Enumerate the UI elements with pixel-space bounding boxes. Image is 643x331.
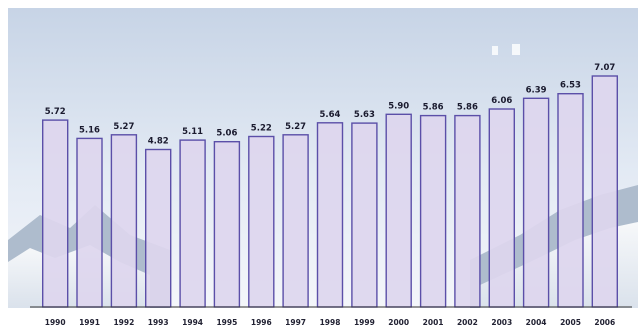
bar-2005 [557,92,584,308]
bar-1998 [316,122,344,308]
bar-1996 [248,135,275,308]
x-tick-label-2004: 2004 [526,318,547,327]
value-label-2000: 5.90 [388,101,409,111]
value-labels: 5.72 5.16 5.27 4.82 5.11 5.06 5.22 5.27 5.64 5.63… [45,63,616,147]
value-label-2006: 7.07 [594,63,615,73]
value-label-1992: 5.27 [113,122,134,132]
value-label-2004: 6.39 [526,85,547,95]
bar-1991 [76,137,103,308]
sky-mark [492,46,498,55]
bars [42,75,618,308]
value-label-1993: 4.82 [148,137,169,147]
value-label-1998: 5.64 [320,110,341,120]
bar-1997 [282,134,309,308]
x-tick-label-2002: 2002 [457,318,478,327]
bar-2002 [454,114,481,308]
value-label-2002: 5.86 [457,103,478,113]
bar-2000 [385,113,412,308]
x-tick-label-1994: 1994 [182,318,203,327]
x-tick-label-1999: 1999 [354,318,375,327]
x-tick-label-1995: 1995 [216,318,237,327]
x-tick-labels: 1990 1991 1992 1993 1994 1995 1996 1997 1998 1999… [45,318,615,327]
bar-2003 [488,108,515,308]
sky-mark [512,44,520,55]
bar-1995 [213,140,241,308]
bar-1994 [179,139,206,308]
bar-1990 [42,119,69,308]
bar-1999 [351,122,378,308]
x-tick-label-2006: 2006 [594,318,615,327]
value-label-2003: 6.06 [491,96,512,106]
value-label-1994: 5.11 [182,127,203,137]
bar-2001 [419,114,447,308]
x-tick-label-1997: 1997 [285,318,306,327]
x-tick-label-2005: 2005 [560,318,581,327]
value-label-1990: 5.72 [45,107,66,117]
bar-1992 [110,134,138,308]
x-tick-label-1998: 1998 [320,318,341,327]
value-label-1995: 5.06 [216,129,237,139]
value-label-1997: 5.27 [285,122,306,132]
bar-2004 [522,97,550,308]
x-tick-label-1990: 1990 [45,318,66,327]
value-label-1991: 5.16 [79,125,100,135]
x-tick-label-1993: 1993 [148,318,169,327]
bar-1993 [144,148,172,308]
x-tick-label-1996: 1996 [251,318,272,327]
x-tick-label-2003: 2003 [491,318,512,327]
value-label-2001: 5.86 [423,103,444,113]
x-tick-label-1991: 1991 [79,318,100,327]
x-tick-label-2001: 2001 [423,318,444,327]
value-label-2005: 6.53 [560,81,581,91]
bar-2006 [591,75,618,308]
x-tick-label-2000: 2000 [388,318,409,327]
x-tick-label-1992: 1992 [113,318,134,327]
value-label-1996: 5.22 [251,124,272,134]
value-label-1999: 5.63 [354,110,375,120]
